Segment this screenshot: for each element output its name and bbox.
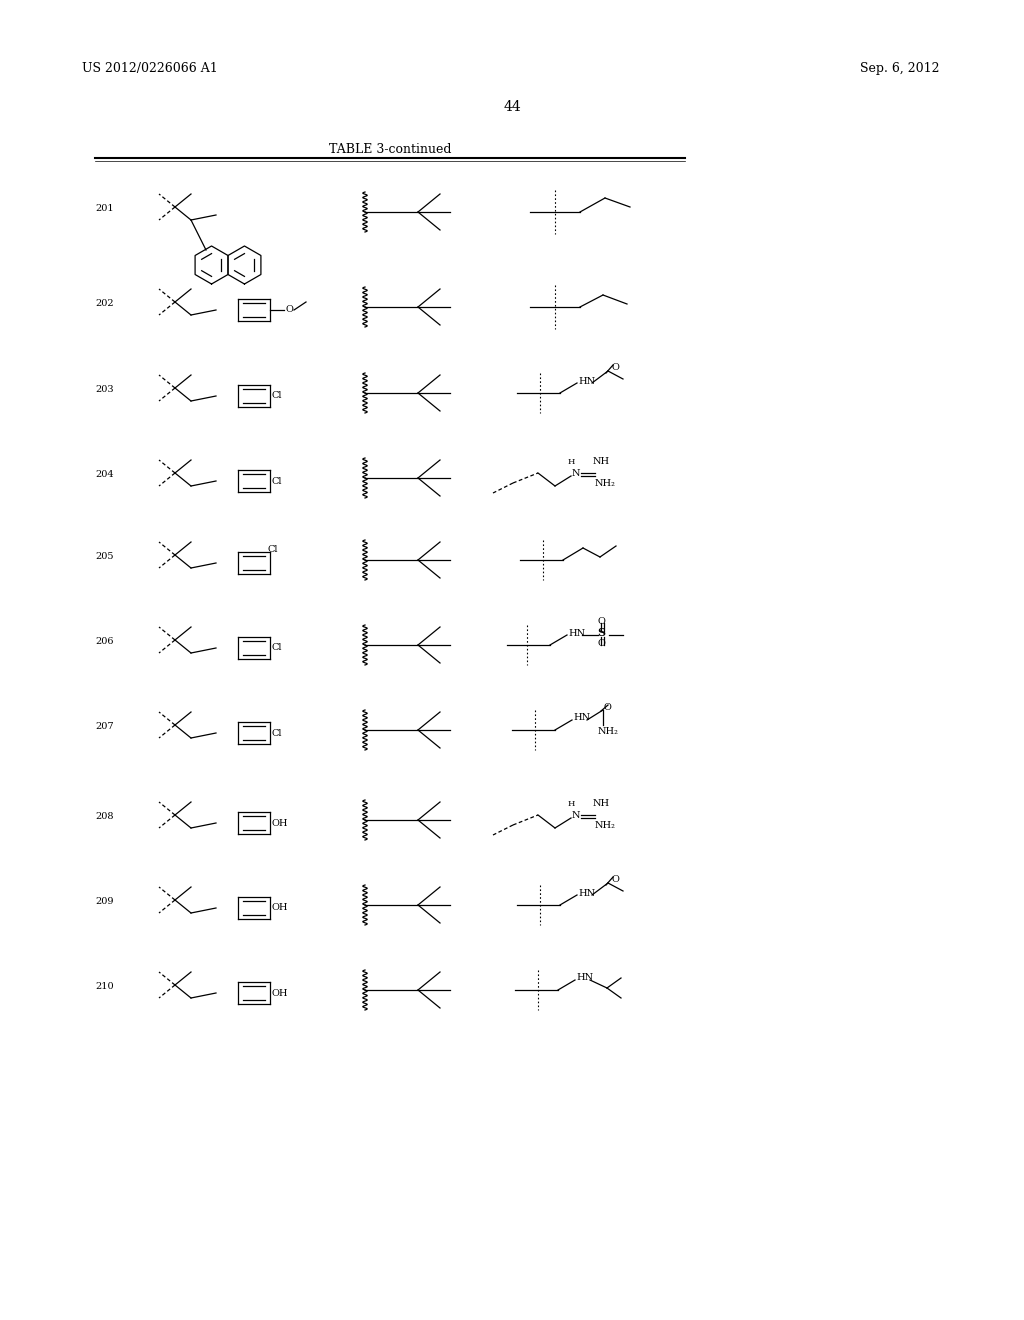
Text: O: O	[286, 305, 294, 314]
Text: 205: 205	[95, 552, 114, 561]
Text: Cl: Cl	[272, 477, 283, 486]
Text: NH₂: NH₂	[598, 727, 618, 737]
Text: 202: 202	[95, 300, 114, 308]
Text: N: N	[572, 812, 581, 821]
Text: HN: HN	[575, 974, 593, 982]
Text: O: O	[604, 704, 612, 713]
Text: 44: 44	[503, 100, 521, 114]
Text: HN: HN	[578, 888, 595, 898]
Text: US 2012/0226066 A1: US 2012/0226066 A1	[82, 62, 218, 75]
Text: Cl: Cl	[272, 392, 283, 400]
Text: S: S	[597, 627, 605, 638]
Text: HN: HN	[568, 628, 585, 638]
Text: NH₂: NH₂	[595, 479, 615, 487]
Text: TABLE 3-continued: TABLE 3-continued	[329, 143, 452, 156]
Text: O: O	[597, 639, 605, 648]
Text: OH: OH	[272, 903, 289, 912]
Text: 201: 201	[95, 205, 114, 213]
Text: H: H	[568, 458, 575, 466]
Text: NH: NH	[593, 800, 610, 808]
Text: NH₂: NH₂	[595, 821, 615, 829]
Text: O: O	[611, 363, 618, 371]
Text: HN: HN	[578, 376, 595, 385]
Text: NH: NH	[593, 458, 610, 466]
Text: Cl: Cl	[268, 544, 279, 553]
Text: O: O	[611, 874, 618, 883]
Text: OH: OH	[272, 989, 289, 998]
Text: 203: 203	[95, 385, 114, 393]
Text: HN: HN	[573, 714, 590, 722]
Text: Cl: Cl	[272, 644, 283, 652]
Text: N: N	[572, 470, 581, 479]
Text: H: H	[568, 800, 575, 808]
Text: 210: 210	[95, 982, 114, 991]
Text: 206: 206	[95, 638, 114, 645]
Text: Cl: Cl	[272, 729, 283, 738]
Text: 208: 208	[95, 812, 114, 821]
Text: O: O	[597, 616, 605, 626]
Text: 209: 209	[95, 898, 114, 906]
Text: OH: OH	[272, 818, 289, 828]
Text: Sep. 6, 2012: Sep. 6, 2012	[860, 62, 939, 75]
Text: 204: 204	[95, 470, 114, 479]
Text: 207: 207	[95, 722, 114, 731]
